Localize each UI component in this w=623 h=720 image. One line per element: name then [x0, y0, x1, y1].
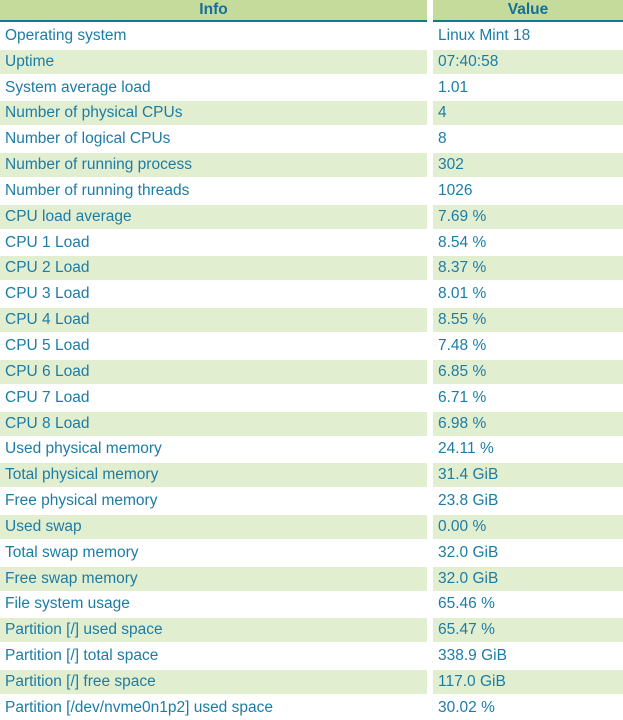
info-cell: CPU 6 Load — [0, 359, 427, 384]
info-cell: CPU 5 Load — [5, 336, 90, 354]
info-cell: Number of logical CPUs — [5, 130, 171, 148]
value-cell: 32.0 GiB — [433, 566, 623, 591]
info-cell: Number of running threads — [5, 181, 190, 199]
info-cell: Partition [/] used space — [0, 618, 427, 643]
info-cell: Total physical memory — [0, 463, 427, 488]
value-cell: 7.69 % — [433, 204, 623, 229]
value-cell: 07:40:58 — [433, 49, 623, 74]
info-cell: CPU 3 Load — [5, 285, 90, 303]
info-cell: Partition [/] total space — [5, 647, 159, 665]
info-cell: Free physical memory — [5, 492, 158, 510]
value-cell: 6.98 % — [433, 411, 623, 436]
column-header-info: Info — [0, 0, 427, 22]
value-cell: 0.00 % — [433, 514, 623, 539]
value-cell: 7.48 % — [438, 336, 487, 354]
info-cell: Free swap memory — [0, 566, 427, 591]
info-cell: Used physical memory — [5, 440, 162, 458]
info-cell: Operating system — [5, 26, 127, 44]
info-cell: CPU 8 Load — [0, 411, 427, 436]
value-cell: 6.85 % — [433, 359, 623, 384]
value-cell: 65.46 % — [438, 595, 495, 613]
info-cell: CPU 1 Load — [5, 233, 90, 251]
value-cell: 30.02 % — [438, 698, 495, 716]
info-cell: System average load — [5, 78, 151, 96]
info-cell: Number of physical CPUs — [0, 101, 427, 126]
value-cell: 23.8 GiB — [438, 492, 499, 510]
info-cell: Uptime — [0, 49, 427, 74]
info-cell: Number of running process — [0, 153, 427, 178]
value-cell: 8.01 % — [438, 285, 487, 303]
info-cell: CPU 2 Load — [0, 256, 427, 281]
value-cell: 8.54 % — [438, 233, 487, 251]
info-cell: Total swap memory — [5, 543, 139, 561]
column-header-value: Value — [433, 0, 623, 22]
info-cell: File system usage — [5, 595, 130, 613]
value-cell: 338.9 GiB — [438, 647, 507, 665]
value-cell: 8.55 % — [433, 308, 623, 333]
info-cell: CPU load average — [0, 204, 427, 229]
info-cell: CPU 4 Load — [0, 308, 427, 333]
value-cell: 1026 — [438, 181, 473, 199]
value-cell: 6.71 % — [438, 388, 487, 406]
info-cell: Used swap — [0, 514, 427, 539]
value-cell: 117.0 GiB — [433, 669, 623, 694]
value-cell: 8.37 % — [433, 256, 623, 281]
value-cell: 8 — [438, 130, 447, 148]
value-cell: 4 — [433, 101, 623, 126]
info-cell: CPU 7 Load — [5, 388, 90, 406]
value-cell: 302 — [433, 153, 623, 178]
value-cell: 65.47 % — [433, 618, 623, 643]
info-cell: Partition [/] free space — [0, 669, 427, 694]
value-cell: 24.11 % — [438, 440, 494, 458]
value-cell: 31.4 GiB — [433, 463, 623, 488]
info-cell: Partition [/dev/nvme0n1p2] used space — [5, 698, 273, 716]
value-cell: Linux Mint 18 — [438, 26, 531, 44]
value-cell: 32.0 GiB — [438, 543, 499, 561]
value-cell: 1.01 — [438, 78, 469, 96]
